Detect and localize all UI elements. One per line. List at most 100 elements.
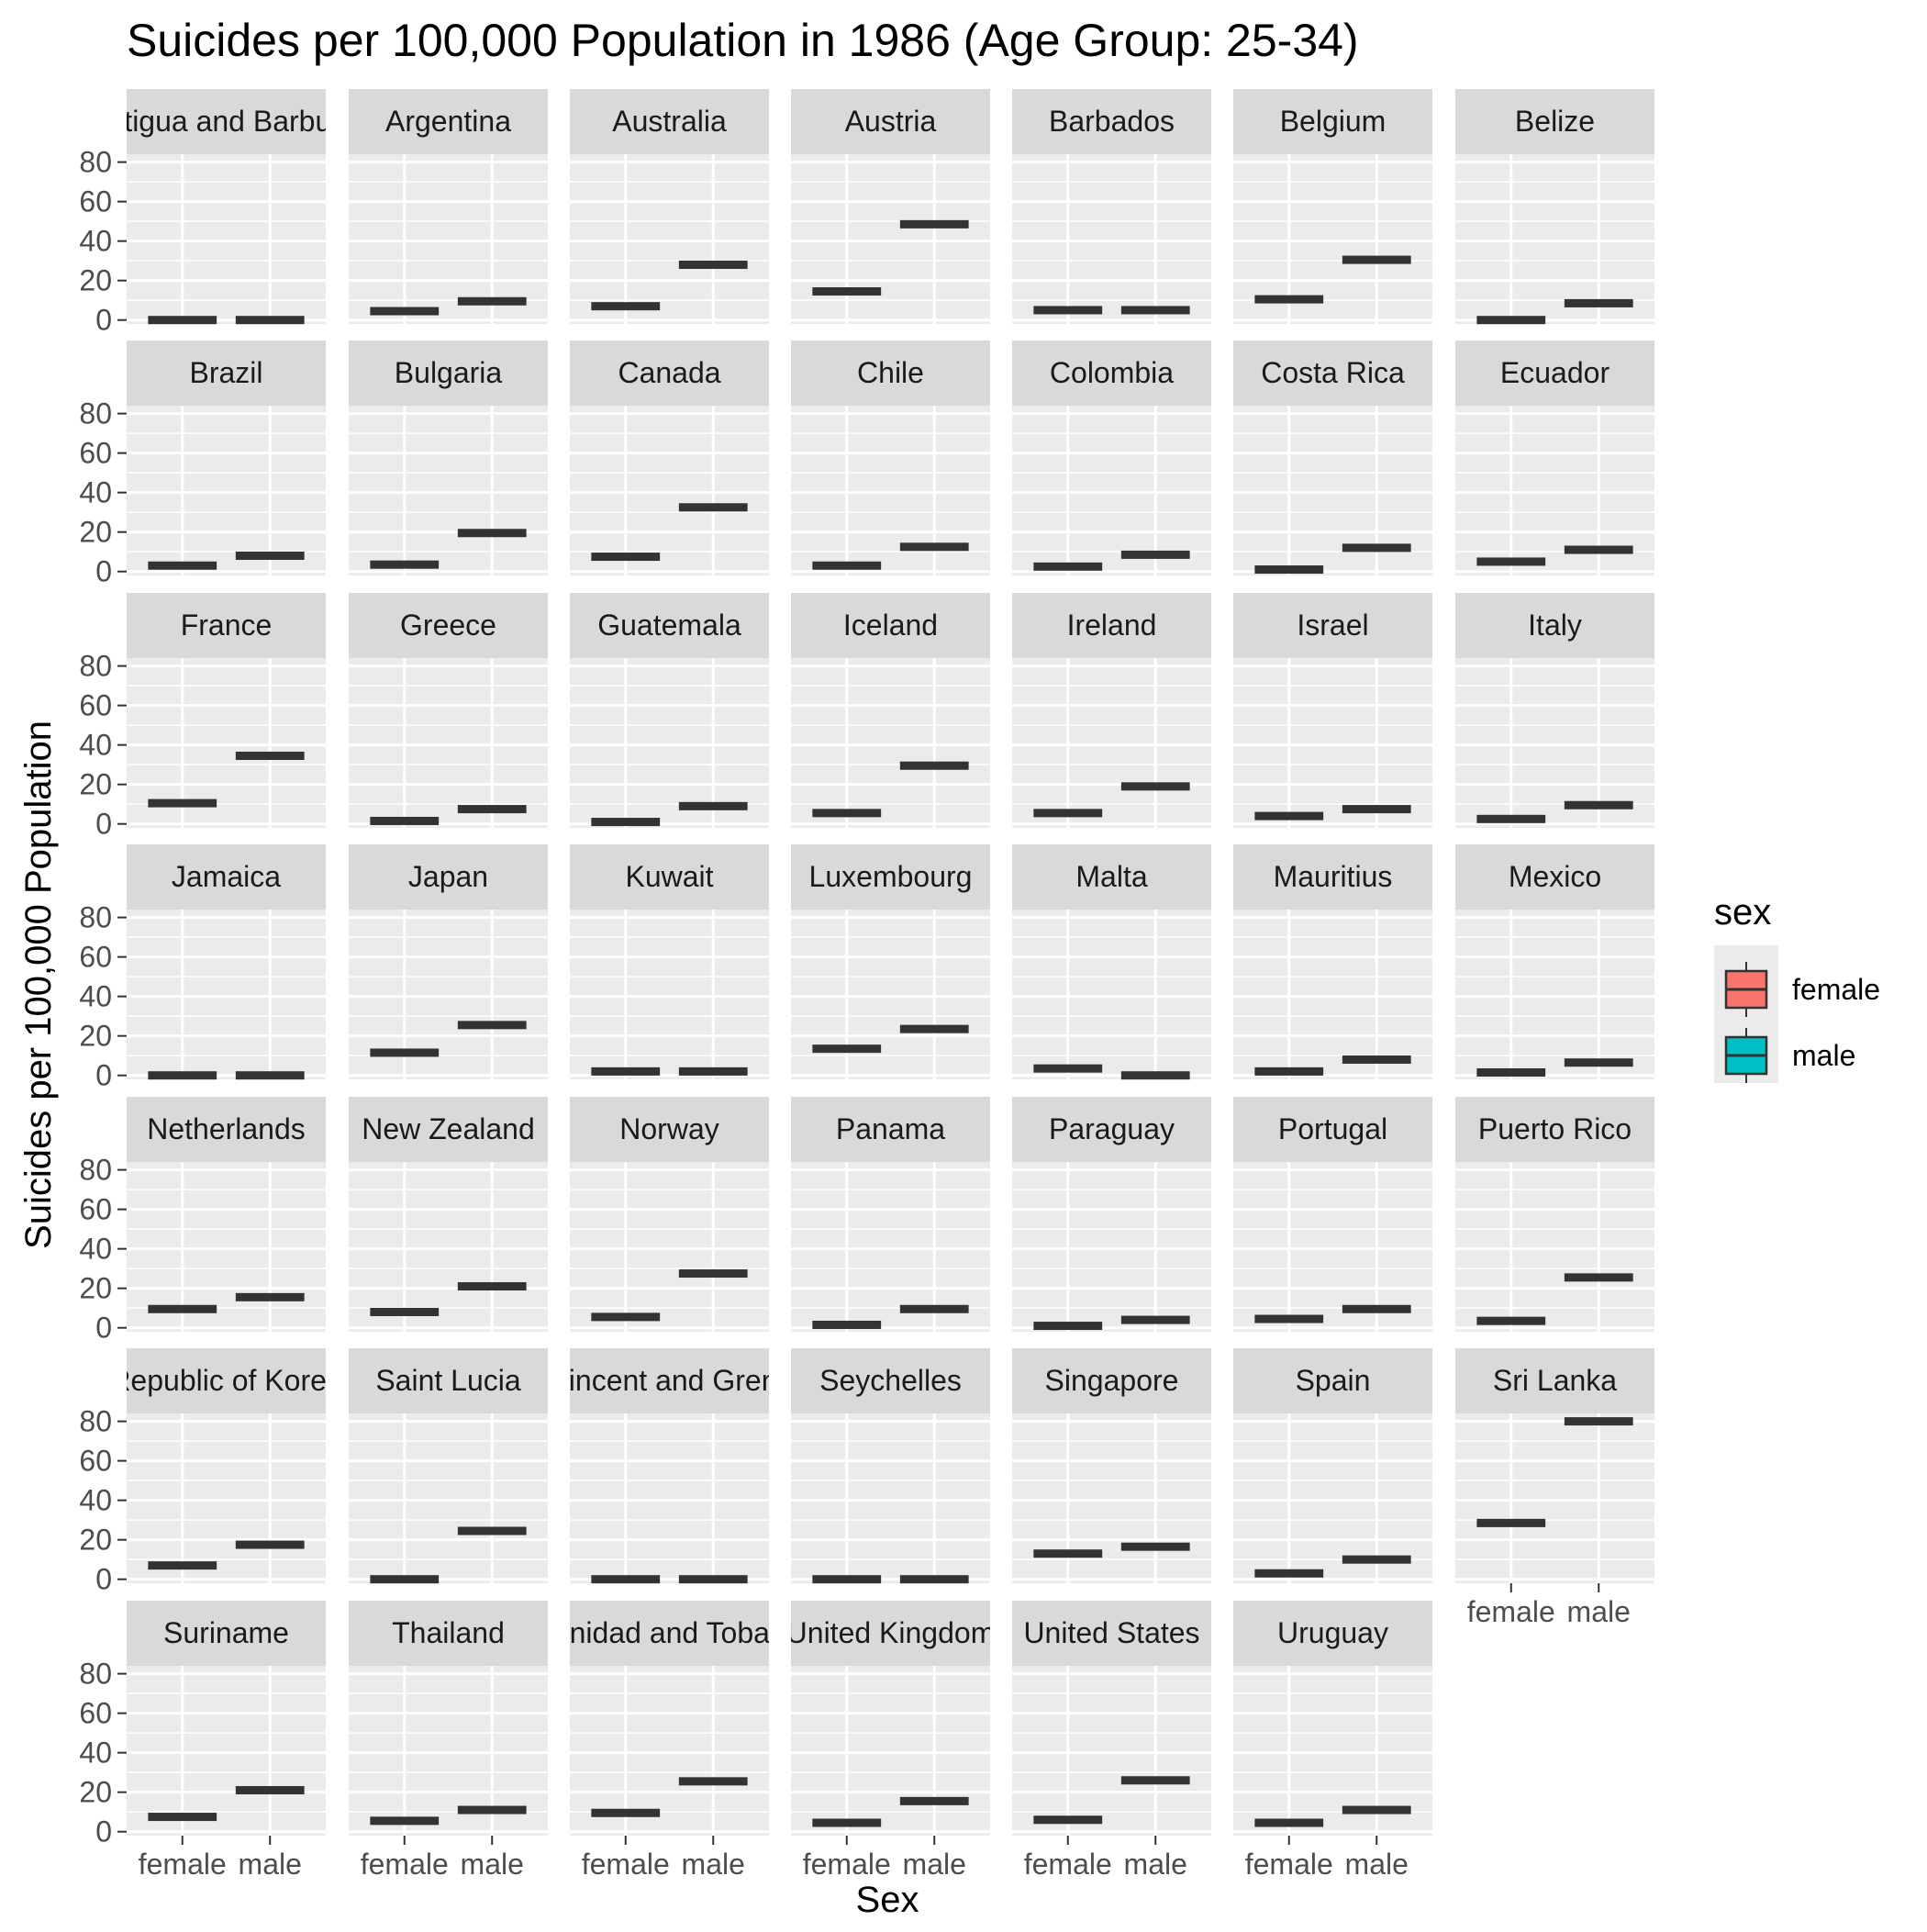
box-female	[370, 1307, 440, 1316]
facet-panel-singapore: Singapore	[1012, 1348, 1211, 1583]
box-male	[899, 542, 969, 552]
panel-background	[1012, 1666, 1211, 1836]
panel-background	[1233, 658, 1432, 828]
facet-panel-suriname: Suriname 0 20 40 60 80 female male	[79, 1601, 326, 1881]
y-tick-label: 0	[95, 555, 112, 588]
box-male	[678, 503, 748, 512]
facet-label: Norway	[619, 1112, 718, 1145]
facet-strip	[127, 844, 326, 910]
box-male	[1564, 1273, 1633, 1282]
box-female	[1033, 809, 1103, 818]
facet-panel-guatemala: Guatemala	[570, 593, 769, 828]
box-female	[1033, 1815, 1103, 1825]
box-female	[370, 1048, 440, 1057]
facet-strip	[1012, 593, 1211, 658]
facet-strip	[1233, 1097, 1432, 1162]
box-female	[370, 816, 440, 825]
panel-background	[570, 406, 769, 575]
y-tick-label: 20	[79, 1524, 112, 1557]
facet-label: Jamaica	[172, 860, 281, 893]
y-tick-label: 20	[79, 1020, 112, 1053]
panel-background	[791, 910, 990, 1079]
panel-background	[349, 1413, 548, 1583]
facet-strip	[791, 1601, 990, 1666]
facet-panel-colombia: Colombia	[1012, 341, 1211, 575]
facet-strip	[349, 593, 548, 658]
box-female	[812, 1818, 882, 1827]
panel-background	[791, 658, 990, 828]
box-female	[1254, 565, 1324, 575]
facet-strip	[127, 593, 326, 658]
facet-label: Mexico	[1509, 860, 1601, 893]
y-tick-label: 20	[79, 1272, 112, 1305]
y-tick-label: 80	[79, 1658, 112, 1691]
y-tick-label: 20	[79, 1776, 112, 1809]
facet-strip	[1233, 89, 1432, 154]
facet-panels: Antigua and Barbuda 0 20 40 60 80 Argentina Aus…	[79, 89, 1654, 1881]
facet-strip	[1233, 844, 1432, 910]
facet-label: Sri Lanka	[1493, 1364, 1617, 1397]
facet-panel-iceland: Iceland	[791, 593, 990, 828]
facet-strip	[1455, 1097, 1654, 1162]
box-male	[678, 801, 748, 810]
facet-panel-republic-of-korea: Republic of Korea 0 20 40 60 80	[79, 1348, 343, 1596]
facet-label: Iceland	[843, 609, 938, 642]
box-male	[899, 1024, 969, 1033]
facet-panel-israel: Israel	[1233, 593, 1432, 828]
facet-panel-paraguay: Paraguay	[1012, 1097, 1211, 1332]
facet-label: Saint Vincent and Grenadines	[474, 1364, 864, 1397]
box-female	[1254, 1569, 1324, 1578]
facet-panel-barbados: Barbados	[1012, 89, 1211, 324]
box-male	[457, 1805, 527, 1815]
facet-strip	[570, 1601, 769, 1666]
box-male	[678, 1269, 748, 1279]
box-female	[1033, 306, 1103, 315]
facet-label: Republic of Korea	[109, 1364, 343, 1397]
box-female	[148, 316, 217, 325]
facet-panel-brazil: Brazil 0 20 40 60 80	[79, 341, 326, 588]
facet-label: Argentina	[385, 105, 511, 138]
facet-panel-united-kingdom: United Kingdom female male	[791, 1601, 990, 1881]
facet-label: Colombia	[1050, 356, 1174, 389]
y-tick-label: 40	[79, 729, 112, 762]
box-female	[812, 1044, 882, 1054]
x-tick-label: male	[461, 1848, 524, 1881]
box-female	[812, 561, 882, 570]
box-male	[1120, 306, 1190, 315]
box-female	[591, 1575, 661, 1584]
panel-background	[1012, 406, 1211, 575]
panel-background	[127, 910, 326, 1079]
box-male	[457, 1526, 527, 1536]
facet-strip	[570, 844, 769, 910]
x-tick-label: male	[1345, 1848, 1409, 1881]
box-male	[1120, 1315, 1190, 1324]
facet-strip	[791, 341, 990, 406]
y-tick-label: 40	[79, 476, 112, 509]
facet-panel-seychelles: Seychelles	[791, 1348, 990, 1584]
facet-label: Italy	[1528, 609, 1582, 642]
facet-label: Canada	[618, 356, 720, 389]
box-female	[812, 1575, 882, 1584]
box-female	[1033, 1549, 1103, 1558]
box-female	[370, 307, 440, 316]
x-tick-label: female	[361, 1848, 449, 1881]
facet-panel-mexico: Mexico	[1455, 844, 1654, 1079]
panel-background	[1233, 910, 1432, 1079]
facet-panel-canada: Canada	[570, 341, 769, 575]
facet-strip	[570, 89, 769, 154]
box-female	[591, 302, 661, 311]
y-tick-label: 80	[79, 650, 112, 683]
facet-strip	[1233, 1601, 1432, 1666]
facet-label: Puerto Rico	[1478, 1112, 1632, 1145]
y-tick-label: 0	[95, 304, 112, 337]
y-tick-label: 0	[95, 1059, 112, 1092]
facet-label: Trinidad and Tobago	[537, 1616, 803, 1649]
facet-strip	[349, 341, 548, 406]
facet-label: Netherlands	[147, 1112, 306, 1145]
facet-panel-united-states: United States female male	[1012, 1601, 1211, 1881]
facet-label: United States	[1023, 1616, 1199, 1649]
facet-label: Paraguay	[1049, 1112, 1175, 1145]
x-tick-label: male	[1124, 1848, 1187, 1881]
box-male	[235, 751, 305, 760]
facet-panel-antigua-and-barbuda: Antigua and Barbuda 0 20 40 60 80	[79, 89, 326, 337]
